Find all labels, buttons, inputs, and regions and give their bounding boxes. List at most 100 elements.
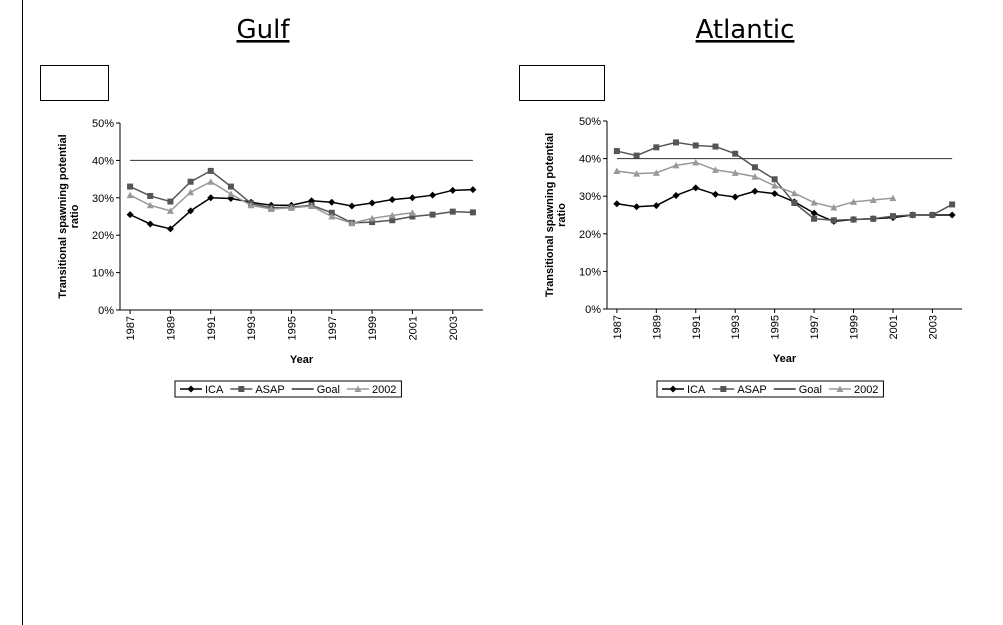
- marker: [408, 194, 416, 202]
- x-tick-label: 2001: [888, 315, 900, 339]
- legend: ICA ASAP Goal 2002: [656, 380, 884, 398]
- chart-title: Gulf: [236, 15, 290, 45]
- marker: [870, 215, 877, 222]
- marker: [672, 191, 680, 199]
- y-tick-label: 10%: [92, 268, 114, 280]
- series-line: [616, 141, 953, 222]
- x-tick-label: 1999: [849, 315, 861, 339]
- x-tick-label: 2003: [448, 316, 460, 340]
- marker: [850, 198, 858, 205]
- y-axis-label: ratio: [556, 203, 568, 227]
- x-tick-label: 1989: [165, 316, 177, 340]
- marker: [166, 207, 174, 214]
- x-tick-label: 1997: [327, 316, 339, 340]
- marker: [429, 211, 436, 218]
- marker: [669, 385, 677, 393]
- legend-label: Goal: [317, 384, 340, 396]
- marker: [811, 215, 818, 222]
- marker: [889, 194, 897, 202]
- marker: [449, 186, 457, 194]
- marker: [751, 164, 758, 171]
- legend-label: ICA: [687, 384, 706, 396]
- marker: [830, 217, 837, 224]
- marker: [308, 202, 316, 210]
- y-tick-label: 30%: [92, 193, 114, 205]
- marker: [146, 201, 154, 209]
- x-axis-label: Year: [290, 354, 314, 366]
- marker: [187, 385, 195, 393]
- y-axis-label: Transitional spawning potential: [544, 133, 556, 297]
- legend-box: [174, 380, 402, 398]
- marker: [949, 201, 956, 208]
- marker: [429, 191, 437, 199]
- marker: [751, 187, 759, 195]
- y-tick-label: 30%: [579, 191, 601, 203]
- marker: [247, 201, 255, 209]
- series-line: [616, 187, 953, 223]
- x-tick-label: 1993: [730, 315, 742, 339]
- empty-box: [519, 65, 605, 101]
- marker: [850, 216, 857, 223]
- legend-label: ASAP: [255, 384, 284, 396]
- marker: [771, 190, 779, 198]
- marker: [652, 169, 660, 176]
- marker: [652, 202, 660, 210]
- x-tick-label: 1991: [691, 315, 703, 339]
- y-tick-label: 40%: [579, 154, 601, 166]
- marker: [187, 178, 194, 185]
- series-line: [129, 188, 473, 230]
- y-tick-label: 0%: [585, 304, 601, 316]
- x-tick-label: 1995: [770, 315, 782, 339]
- x-tick-label: 1993: [246, 316, 258, 340]
- y-tick-label: 50%: [92, 118, 114, 130]
- marker: [354, 385, 362, 392]
- x-tick-label: 1997: [809, 315, 821, 339]
- legend-label: 2002: [372, 384, 396, 396]
- x-tick-label: 2001: [407, 316, 419, 340]
- marker: [653, 144, 660, 151]
- marker: [613, 148, 620, 155]
- marker: [147, 192, 154, 199]
- marker: [369, 219, 376, 226]
- marker: [388, 211, 396, 219]
- marker: [836, 385, 844, 392]
- marker: [633, 170, 641, 177]
- marker: [368, 214, 376, 222]
- legend: ICA ASAP Goal 2002: [174, 380, 402, 398]
- marker: [166, 225, 174, 233]
- marker: [633, 152, 640, 159]
- marker: [207, 167, 214, 174]
- marker: [929, 212, 936, 218]
- y-tick-label: 20%: [579, 229, 601, 241]
- marker: [613, 200, 621, 208]
- marker: [469, 209, 476, 216]
- marker: [207, 194, 215, 202]
- marker: [267, 205, 275, 213]
- marker: [187, 188, 195, 196]
- marker: [449, 208, 456, 215]
- marker: [751, 173, 759, 180]
- marker: [869, 196, 877, 203]
- y-tick-label: 0%: [98, 305, 114, 317]
- marker: [889, 213, 896, 220]
- marker: [328, 213, 336, 220]
- marker: [388, 196, 396, 204]
- marker: [711, 190, 719, 198]
- x-tick-label: 1999: [367, 316, 379, 340]
- marker: [408, 209, 416, 216]
- marker: [948, 211, 956, 219]
- x-tick-label: 1989: [651, 315, 663, 339]
- marker: [227, 183, 234, 190]
- marker: [790, 189, 798, 197]
- marker: [810, 209, 818, 217]
- marker: [613, 167, 621, 175]
- y-axis-label: ratio: [69, 204, 81, 228]
- marker: [368, 199, 376, 207]
- chart-title: Atlantic: [696, 15, 795, 45]
- x-tick-label: 1991: [206, 316, 218, 340]
- legend-label: Goal: [799, 384, 822, 396]
- marker: [692, 158, 700, 166]
- y-tick-label: 10%: [579, 266, 601, 278]
- marker: [731, 193, 739, 201]
- marker: [146, 220, 154, 228]
